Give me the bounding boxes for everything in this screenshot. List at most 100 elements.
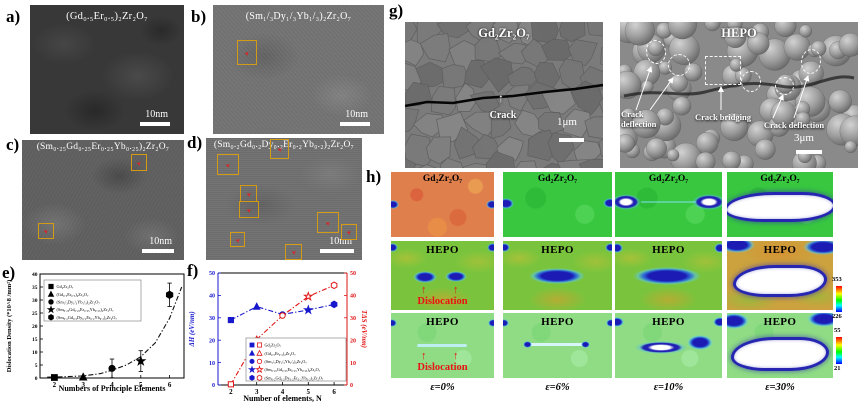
scale-label-g-left: 1μm: [557, 116, 577, 128]
dislocation-arrow-icon: ↑: [453, 284, 459, 296]
svg-text:2: 2: [53, 381, 57, 389]
dislocation-box: [270, 139, 289, 159]
svg-text:5: 5: [307, 388, 311, 396]
svg-text:0: 0: [35, 376, 38, 382]
svg-text:(Gd₀.₅Er₀.₅)₂Zr₂O₇: (Gd₀.₅Er₀.₅)₂Zr₂O₇: [265, 351, 297, 356]
dislocation-label: Dislocation: [417, 362, 468, 373]
dislocation-box: [230, 232, 245, 247]
sim-cell-title: HEPO: [426, 316, 459, 328]
sim-cell-title: HEPO: [652, 316, 685, 328]
colorbar-top-min: 226: [832, 313, 842, 320]
sim-cell-gdzr-6pct: Gd₂Zr₂O₇: [503, 172, 612, 237]
svg-text:40: 40: [350, 294, 356, 300]
dislocation-box: [217, 154, 239, 175]
strain-label-3: ε=30%: [765, 382, 795, 393]
svg-text:Number of elements, N: Number of elements, N: [243, 394, 322, 403]
svg-text:4: 4: [110, 381, 114, 389]
dislocation-box: [237, 40, 257, 65]
svg-text:50: 50: [209, 271, 215, 277]
sim-cell-title: HEPO: [763, 244, 797, 256]
scale-label-a: 10nm: [145, 109, 168, 120]
colorbar-bottom-min: 21: [834, 365, 841, 372]
svg-text:6: 6: [168, 381, 172, 389]
svg-text:(Sm₀.₂₅Gd₀.₂₅Er₀.₂₅Yb₀.₂₅)₂Zr₂: (Sm₀.₂₅Gd₀.₂₅Er₀.₂₅Yb₀.₂₅)₂Zr₂O₇: [57, 307, 115, 312]
crack-bridging-box: [705, 56, 741, 85]
svg-text:ΔH (eV/nm): ΔH (eV/nm): [188, 311, 196, 347]
scale-bar-a: [140, 122, 170, 126]
svg-text:(Sm₁/₃Dy₁/₃Yb₁/₃)₂Zr₂O₇: (Sm₁/₃Dy₁/₃Yb₁/₃)₂Zr₂O₇: [265, 359, 308, 364]
svg-text:2: 2: [229, 388, 233, 396]
dislocation-box: [239, 201, 259, 218]
svg-text:Gd₂Zr₂O₇: Gd₂Zr₂O₇: [57, 284, 74, 289]
svg-text:15: 15: [32, 337, 38, 343]
sim-cell-hepo-b-6pct: HEPO: [503, 313, 612, 378]
crack-label: Crack: [489, 110, 517, 121]
dislocation-arrow-icon: ↑: [421, 350, 427, 362]
sim-cell-hepo-b-30pct: HEPO: [727, 313, 833, 378]
dislocation-box: [38, 223, 54, 239]
strain-label-2: ε=10%: [653, 382, 684, 393]
colorbar-top-max: 353: [832, 276, 842, 283]
svg-text:40: 40: [32, 272, 38, 278]
scale-label-d: 10nm: [329, 236, 352, 247]
sim-cell-title: Gd₂Zr₂O₇: [422, 174, 463, 184]
panel-label-h: h): [366, 167, 382, 186]
sem-image-hepo: HEPO Crack deflection Crack bridging Cra…: [620, 22, 858, 168]
svg-text:6: 6: [332, 388, 336, 396]
svg-text:0: 0: [350, 383, 353, 389]
scale-label-b: 10nm: [345, 109, 368, 120]
panel-label-c: c): [6, 135, 20, 154]
svg-text:10: 10: [209, 361, 215, 367]
svg-text:20: 20: [32, 324, 38, 330]
formula-b: (Sm₁/₃Dy₁/₃Yb₁/₃)₂Zr₂O₇: [245, 11, 352, 22]
annotation-arrows: [635, 66, 810, 119]
crack-deflection-circle: [741, 71, 761, 92]
sim-cell-hepo-a-6pct: HEPO: [503, 241, 612, 310]
svg-text:30: 30: [32, 298, 38, 304]
panel-label-e: e): [2, 263, 16, 282]
svg-text:20: 20: [209, 338, 215, 344]
panel-label-d: d): [187, 133, 203, 152]
sim-cell-title: HEPO: [541, 244, 574, 256]
svg-text:40: 40: [209, 294, 215, 300]
crack-bridging-label: Crack bridging: [695, 112, 751, 122]
colorbar-top: [836, 286, 842, 312]
svg-text:(Sm₀.₂₅Gd₀.₂₅Er₀.₂₅Yb₀.₂₅)₂Zr₂: (Sm₀.₂₅Gd₀.₂₅Er₀.₂₅Yb₀.₂₅)₂Zr₂O₇: [265, 367, 321, 372]
sim-cell-gdzr-10pct: Gd₂Zr₂O₇: [615, 172, 722, 237]
panel-label-g: g): [389, 1, 404, 20]
sim-cell-title: HEPO: [541, 316, 574, 328]
dislocation-box: [131, 154, 147, 171]
sem-grain-texture: [405, 22, 603, 168]
svg-text:3: 3: [255, 388, 259, 396]
tem-image-a: (Gd₀.₅Er₀.₅)₂Zr₂O₇ 10nm: [30, 5, 184, 134]
svg-text:20: 20: [350, 338, 356, 344]
svg-text:10: 10: [350, 361, 356, 367]
crack-deflection-circle: [775, 77, 794, 95]
svg-text:Numbers of Principle Elements: Numbers of Principle Elements: [59, 384, 166, 393]
dislocation-arrow-icon: ↑: [453, 350, 459, 362]
sim-cell-hepo-a-0pct: HEPO ↑ ↑ Dislocation: [391, 241, 494, 310]
sim-cell-title: HEPO: [763, 316, 797, 328]
svg-text:(Sm₀.₂Gd₀.₂Dy₀.₂Er₀.₂Yb₀.₂)₂Zr: (Sm₀.₂Gd₀.₂Dy₀.₂Er₀.₂Yb₀.₂)₂Zr₂O₇: [57, 315, 118, 320]
svg-text:(Gd₀.₅Er₀.₅)₂Zr₂O₇: (Gd₀.₅Er₀.₅)₂Zr₂O₇: [57, 292, 89, 297]
sim-cell-title: Gd₂Zr₂O₇: [760, 174, 800, 184]
chart-dislocation-density: 0 5 10 15 20 25 30 35 40 2 3 4 5 6 Gd₂Zr₂O₇ (Gd₀.₅Er₀.₅…: [6, 272, 185, 393]
svg-text:10: 10: [32, 350, 38, 356]
strain-label-1: ε=6%: [545, 382, 570, 393]
crack-arrow-icon: ↑: [498, 91, 504, 105]
svg-text:30: 30: [350, 316, 356, 322]
svg-text:5: 5: [139, 381, 143, 389]
sim-cell-hepo-b-10pct: HEPO: [615, 313, 722, 378]
crack-deflection-label-right: Crack deflection: [763, 120, 825, 130]
sim-cell-title: Gd₂Zr₂O₇: [537, 174, 578, 184]
svg-text:30: 30: [209, 316, 215, 322]
svg-text:(Sm₁/₃Dy₁/₃Yb₁/₃)₂Zr₂O₇: (Sm₁/₃Dy₁/₃Yb₁/₃)₂Zr₂O₇: [57, 300, 101, 305]
formula-a: (Gd₀.₅Er₀.₅)₂Zr₂O₇: [66, 11, 148, 22]
svg-text:35: 35: [32, 285, 38, 291]
dislocation-label: Dislocation: [417, 296, 468, 307]
svg-text:3: 3: [81, 381, 85, 389]
sim-cell-title: HEPO: [652, 244, 685, 256]
sim-cell-hepo-a-30pct: HEPO: [727, 241, 833, 310]
sim-cell-title: HEPO: [426, 244, 459, 256]
